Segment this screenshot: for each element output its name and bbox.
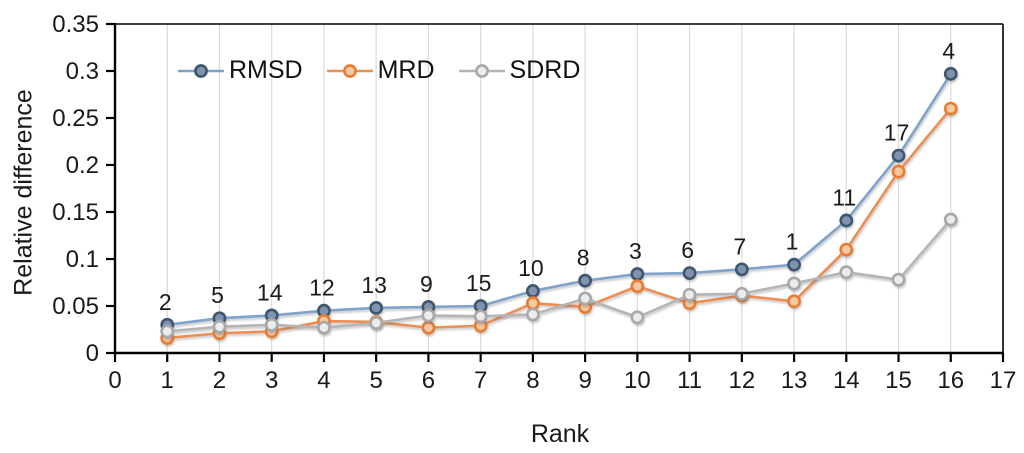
point-label: 4: [942, 38, 955, 64]
series-rmsd: [160, 66, 958, 332]
point-label: 6: [681, 237, 694, 263]
x-tick-label: 1: [161, 367, 174, 394]
x-tick-label: 17: [990, 367, 1017, 394]
x-tick-label: 0: [108, 367, 121, 394]
point-label: 3: [629, 238, 642, 264]
data-point-marker-sdrd: [212, 319, 227, 334]
x-tick-label: 13: [781, 367, 808, 394]
x-tick-label: 10: [624, 367, 651, 394]
data-point-marker-sdrd: [891, 272, 906, 287]
y-tick-label: 0.05: [52, 293, 99, 320]
legend-item-mrd: MRD: [326, 56, 435, 85]
data-point-marker-rmsd: [578, 273, 593, 288]
x-tick-label: 9: [578, 367, 591, 394]
data-point-marker-mrd: [421, 320, 436, 335]
data-point-marker-rmsd: [630, 267, 645, 281]
point-label: 1: [786, 229, 799, 255]
x-tick-label: 2: [213, 367, 226, 394]
data-point-marker-sdrd: [160, 324, 175, 339]
data-point-marker-sdrd: [317, 320, 331, 335]
data-point-marker-mrd: [525, 296, 540, 311]
legend-item-sdrd: SDRD: [458, 56, 581, 85]
data-point-marker-rmsd: [839, 213, 854, 228]
x-tick-label: 3: [265, 367, 278, 394]
point-label: 2: [159, 289, 172, 315]
point-label: 7: [733, 233, 746, 259]
data-point-marker-mrd: [891, 164, 906, 179]
legend-label: RMSD: [229, 56, 303, 84]
data-point-marker-sdrd: [630, 310, 645, 325]
point-label: 9: [420, 271, 433, 297]
point-label: 5: [211, 282, 224, 308]
y-tick-label: 0.1: [66, 246, 99, 273]
legend-marker-icon: [326, 63, 373, 78]
legend-marker-icon: [458, 63, 505, 78]
y-tick-label: 0: [86, 340, 99, 367]
x-tick-label: 6: [422, 367, 435, 394]
x-tick-label: 12: [728, 367, 755, 394]
x-axis-title: Rank: [530, 420, 590, 448]
data-point-marker-mrd: [839, 242, 854, 257]
point-label: 15: [466, 270, 492, 296]
point-label: 12: [309, 275, 335, 301]
data-point-marker-sdrd: [525, 307, 540, 322]
series-line-rmsd: [167, 73, 952, 327]
legend-label: MRD: [377, 56, 435, 84]
data-point-marker-rmsd: [525, 284, 540, 298]
legend: RMSD MRD SDRD: [178, 56, 580, 85]
point-label: 8: [577, 245, 590, 271]
series-line-mrd: [167, 107, 952, 340]
point-label: 11: [832, 184, 856, 210]
data-point-marker-rmsd: [787, 257, 801, 272]
y-tick-label: 0.3: [66, 58, 99, 85]
data-point-marker-sdrd: [734, 286, 749, 301]
data-point-marker-mrd: [787, 294, 801, 309]
data-point-marker-sdrd: [473, 309, 488, 324]
data-point-marker-sdrd: [839, 265, 854, 280]
data-point-marker-rmsd: [682, 266, 697, 280]
data-point-marker-sdrd: [369, 316, 384, 330]
y-tick-label: 0.35: [52, 11, 99, 38]
data-point-marker-sdrd: [943, 212, 958, 227]
legend-item-rmsd: RMSD: [178, 56, 303, 85]
x-tick-label: 5: [369, 367, 382, 394]
y-axis-title: Relative difference: [9, 89, 38, 296]
data-point-marker-rmsd: [734, 262, 749, 277]
y-tick-label: 0.15: [52, 199, 99, 226]
legend-label: SDRD: [509, 56, 581, 84]
data-point-marker-sdrd: [578, 291, 593, 306]
legend-marker-icon: [178, 63, 224, 78]
point-label: 14: [257, 279, 283, 305]
series-sdrd: [160, 212, 958, 339]
data-point-marker-rmsd: [369, 300, 384, 315]
point-label: 10: [518, 255, 544, 281]
x-tick-label: 11: [677, 367, 702, 394]
data-point-marker-sdrd: [421, 308, 436, 323]
point-label: 13: [361, 272, 387, 298]
data-point-marker-sdrd: [264, 317, 279, 332]
x-tick-label: 8: [526, 367, 539, 394]
data-point-marker-mrd: [630, 279, 645, 294]
x-tick-label: 4: [317, 367, 330, 394]
data-point-marker-sdrd: [682, 287, 697, 302]
y-tick-label: 0.2: [66, 152, 99, 179]
data-point-marker-sdrd: [787, 276, 801, 291]
y-tick-label: 0.25: [52, 105, 99, 132]
data-point-marker-rmsd: [943, 66, 958, 81]
x-axis-ticks: 0 1 2 3 4 5 6 7 8 9 10 11 12 13 14 15 16 17: [108, 353, 1016, 394]
data-point-marker-rmsd: [891, 148, 906, 163]
x-tick-label: 15: [885, 367, 912, 394]
data-point-marker-mrd: [943, 101, 958, 116]
y-axis-ticks: 0 0.05 0.1 0.15 0.2 0.25 0.3 0.35: [52, 11, 115, 367]
x-tick-label: 7: [474, 367, 487, 394]
series-line-sdrd: [167, 218, 952, 333]
x-tick-label: 16: [937, 367, 964, 394]
x-tick-label: 14: [833, 367, 860, 394]
point-label: 17: [884, 120, 910, 146]
